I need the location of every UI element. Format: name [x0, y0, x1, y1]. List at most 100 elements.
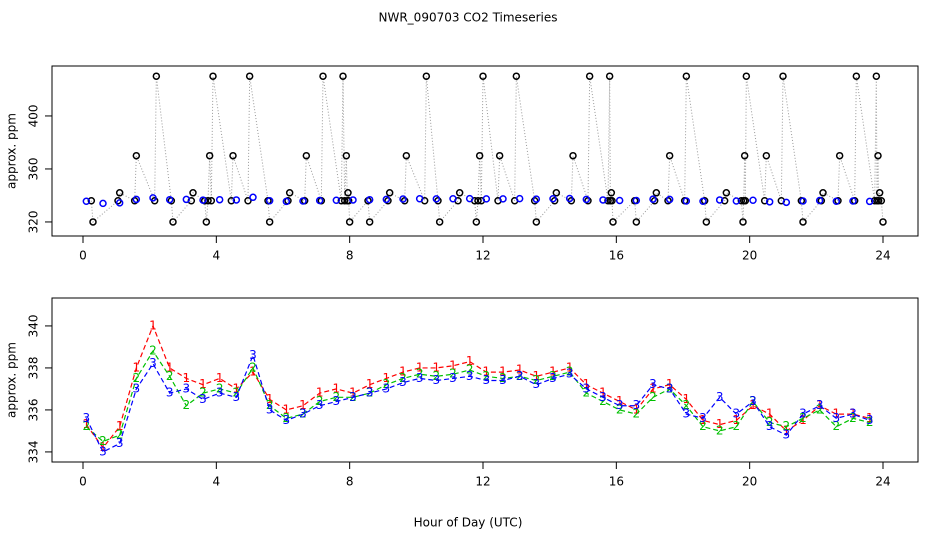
point: [165, 195, 174, 204]
point-marker: 2: [433, 369, 441, 383]
point: [779, 72, 787, 80]
point-marker: 2: [149, 344, 157, 358]
point-marker: 1: [399, 365, 407, 379]
point-marker: 1: [716, 417, 724, 431]
point-marker: 3: [816, 398, 824, 412]
point: [435, 218, 444, 226]
point-marker: 1: [849, 407, 857, 421]
point: [732, 197, 741, 205]
point-marker: 2: [783, 419, 791, 433]
point: [244, 197, 252, 205]
point-marker: 1: [349, 386, 357, 400]
point: [130, 197, 139, 205]
point: [582, 195, 591, 204]
point-marker: 1: [266, 392, 274, 406]
point: [332, 196, 341, 204]
point-marker: 2: [483, 369, 491, 383]
point: [365, 195, 374, 204]
point-marker: 3: [666, 381, 674, 395]
point-marker: 2: [399, 371, 407, 385]
point-marker: 2: [466, 363, 474, 377]
point-marker: 2: [866, 415, 874, 429]
point: [740, 151, 749, 160]
point: [609, 218, 617, 226]
point: [722, 189, 731, 197]
point-marker: 3: [733, 407, 741, 421]
point: [285, 189, 294, 197]
point-marker: 3: [833, 411, 841, 425]
point-marker: 3: [199, 392, 207, 406]
point: [474, 197, 482, 205]
plot-frame: [51, 297, 919, 463]
point-marker: 3: [383, 381, 391, 395]
point: [552, 189, 561, 197]
point-marker: 1: [633, 402, 641, 416]
point: [604, 197, 612, 205]
point-marker: 1: [199, 377, 207, 391]
point: [872, 72, 881, 80]
y-tick-label: 338: [27, 356, 41, 379]
series-line: [85, 353, 870, 453]
point-marker: 2: [733, 419, 741, 433]
point: [99, 199, 107, 208]
point-marker: 2: [83, 419, 91, 433]
point: [585, 72, 594, 80]
point: [344, 189, 352, 197]
point-marker: 2: [533, 373, 541, 387]
point: [799, 197, 807, 205]
point: [449, 195, 457, 203]
point-marker: 1: [149, 318, 157, 332]
point: [475, 151, 484, 160]
point: [865, 197, 874, 206]
point-marker: 1: [616, 394, 624, 408]
point: [152, 72, 161, 80]
x-tick-label: 4: [213, 475, 221, 489]
point-marker: 3: [533, 377, 541, 391]
point-marker: 1: [233, 381, 241, 395]
point: [720, 197, 729, 205]
point: [434, 197, 442, 205]
y-tick-label: 334: [27, 440, 41, 463]
point-marker: 1: [683, 392, 691, 406]
point-marker: 2: [233, 386, 241, 400]
point-marker: 2: [283, 411, 291, 425]
point-marker: 2: [766, 415, 774, 429]
point-marker: 3: [699, 411, 707, 425]
point-marker: 1: [183, 371, 191, 385]
point-marker: 1: [799, 413, 807, 427]
x-tick-label: 4: [213, 249, 221, 263]
point-marker: 3: [349, 390, 357, 404]
point-marker: 1: [449, 358, 457, 372]
point: [569, 151, 577, 160]
point: [874, 197, 883, 205]
point: [209, 72, 217, 80]
point-marker: 2: [499, 371, 507, 385]
point-marker: 2: [116, 428, 124, 442]
point-marker: 3: [616, 398, 624, 412]
point-marker: 3: [549, 371, 557, 385]
point-marker: 3: [566, 367, 574, 381]
point: [665, 151, 674, 160]
point: [512, 72, 521, 80]
point-marker: 3: [749, 394, 757, 408]
point: [87, 197, 96, 205]
point-marker: 2: [133, 371, 141, 385]
point: [652, 189, 661, 197]
point-marker: 3: [266, 402, 274, 416]
point-marker: 1: [316, 386, 324, 400]
x-tick-label: 24: [875, 249, 890, 263]
point-marker: 1: [216, 371, 224, 385]
point-marker: 3: [516, 369, 524, 383]
point: [615, 196, 624, 205]
point-marker: 3: [716, 390, 724, 404]
point: [879, 218, 887, 226]
point-marker: 1: [866, 411, 874, 425]
point: [605, 72, 614, 80]
point-marker: 1: [166, 360, 174, 374]
point-marker: 1: [299, 398, 307, 412]
point: [565, 194, 574, 203]
point-marker: 1: [433, 360, 441, 374]
point-marker: 1: [583, 377, 591, 391]
point: [132, 151, 141, 160]
